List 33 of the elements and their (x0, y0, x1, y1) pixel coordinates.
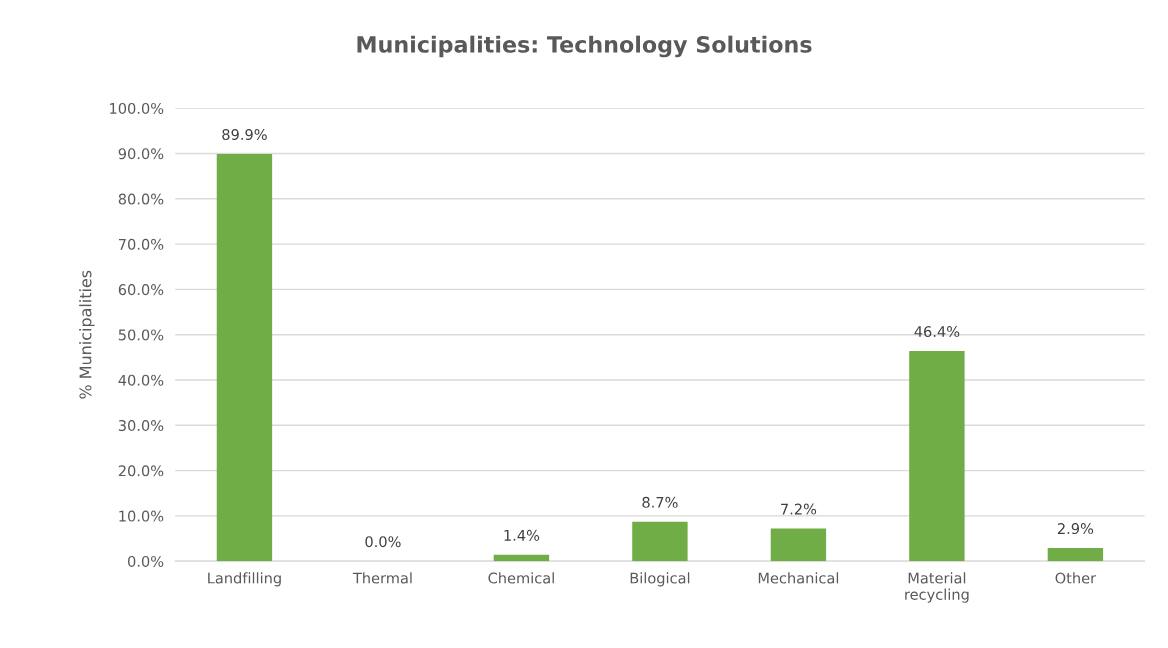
bar (770, 528, 827, 562)
y-tick-label: 70.0% (118, 238, 164, 250)
y-tick-label: 40.0% (118, 374, 164, 386)
bar (216, 153, 273, 562)
y-tick-label: 10.0% (119, 510, 164, 522)
data-label: 46.4% (914, 326, 960, 338)
bar (1047, 548, 1104, 562)
x-tick-label: Chemical (488, 572, 554, 584)
chart-title: Municipalities: Technology Solutions (357, 35, 812, 58)
x-tick-label: Bilogical (630, 572, 690, 587)
y-tick-label: 20.0% (118, 465, 164, 477)
y-tick-label: 100.0% (110, 102, 164, 114)
x-tick-label: Other (1055, 572, 1097, 584)
data-label: 2.9% (1057, 523, 1094, 535)
y-tick-label: 90.0% (118, 148, 164, 160)
y-axis-title: % Municipalities (79, 270, 95, 399)
data-label: 89.9% (222, 129, 267, 141)
x-tick-label: Mechanical (758, 572, 839, 584)
y-tick-label: 80.0% (118, 193, 164, 205)
x-tick-label: Landfilling (208, 572, 281, 587)
y-tick-label: 30.0% (118, 420, 164, 432)
data-label: 1.4% (504, 529, 540, 541)
x-tick-label: Thermal (352, 572, 412, 584)
y-tick-label: 0.0% (128, 555, 164, 567)
y-tick-label: 60.0% (118, 284, 164, 296)
data-label: 8.7% (642, 496, 678, 508)
bar (632, 521, 688, 562)
bar (909, 351, 965, 562)
x-tick-label: Material recycling (905, 572, 969, 603)
bar (493, 554, 550, 562)
data-label: 7.2% (781, 503, 817, 515)
y-tick-label: 50.0% (118, 329, 164, 341)
data-label: 0.0% (365, 536, 401, 548)
